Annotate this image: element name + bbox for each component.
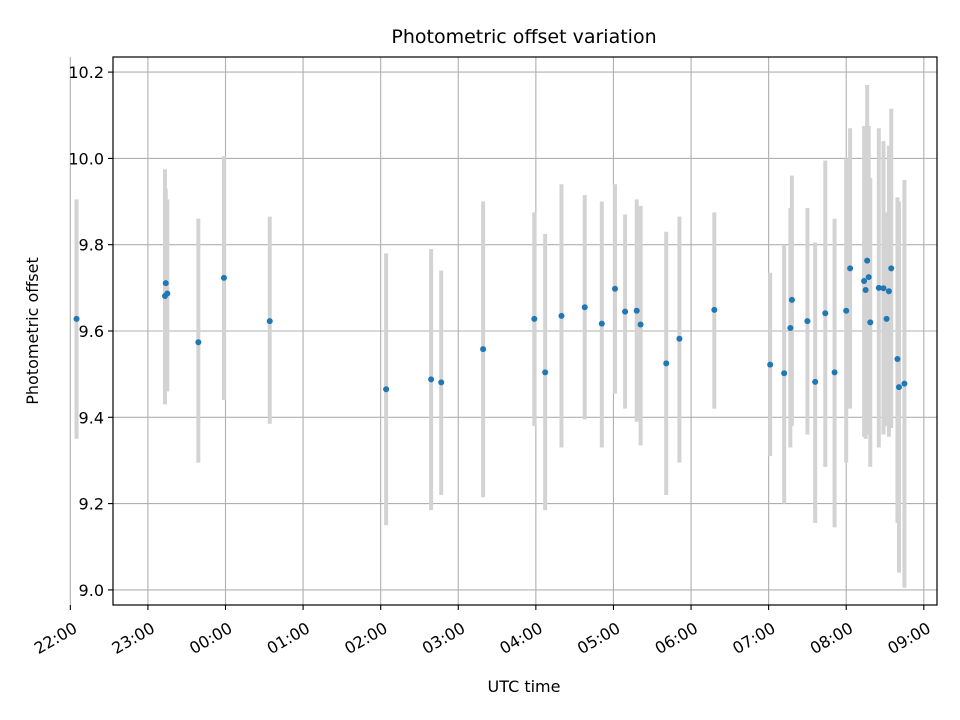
y-tick-label: 10.0 xyxy=(68,149,104,168)
data-point xyxy=(864,257,871,264)
data-point xyxy=(767,361,774,368)
data-point xyxy=(812,378,819,385)
data-point xyxy=(822,310,829,317)
data-point xyxy=(880,285,887,292)
data-point xyxy=(195,339,202,346)
data-point xyxy=(622,308,629,315)
y-tick-label: 10.2 xyxy=(68,63,104,82)
data-point xyxy=(438,379,445,386)
data-point xyxy=(862,287,869,294)
y-tick-label: 9.2 xyxy=(79,495,104,514)
y-tick-label: 9.6 xyxy=(79,322,104,341)
data-point xyxy=(663,360,670,367)
data-point xyxy=(787,324,794,331)
data-point xyxy=(266,318,273,325)
data-point xyxy=(867,319,874,326)
y-axis-title: Photometric offset xyxy=(23,257,42,405)
data-point xyxy=(804,318,811,325)
chart-title: Photometric offset variation xyxy=(391,26,656,48)
data-point xyxy=(894,356,901,363)
data-point xyxy=(598,320,605,327)
data-point xyxy=(861,277,868,284)
data-point xyxy=(558,312,565,319)
data-point xyxy=(781,370,788,377)
data-point xyxy=(865,274,872,281)
data-point xyxy=(581,304,588,311)
y-tick-label: 9.4 xyxy=(79,408,104,427)
data-point xyxy=(480,346,487,353)
data-point xyxy=(164,290,171,297)
data-point xyxy=(883,315,890,322)
data-point xyxy=(428,376,435,383)
x-axis-title: UTC time xyxy=(488,677,561,696)
data-point xyxy=(875,284,882,291)
data-points xyxy=(73,257,908,393)
data-point xyxy=(901,380,908,387)
data-point xyxy=(531,315,538,322)
data-point xyxy=(831,369,838,376)
data-point xyxy=(162,280,169,287)
data-point xyxy=(885,288,892,295)
data-point xyxy=(383,386,390,393)
data-point xyxy=(633,307,640,314)
y-tick-label: 9.0 xyxy=(79,581,104,600)
data-point xyxy=(612,285,619,292)
data-point xyxy=(847,265,854,272)
data-point xyxy=(73,315,80,322)
data-point xyxy=(888,265,895,272)
y-tick-label: 9.8 xyxy=(79,236,104,255)
data-point xyxy=(220,274,227,281)
data-point xyxy=(895,384,902,391)
data-point xyxy=(637,321,644,328)
data-point xyxy=(676,335,683,342)
data-point xyxy=(788,296,795,303)
data-point xyxy=(542,369,549,376)
data-point xyxy=(843,307,850,314)
data-point xyxy=(711,306,718,313)
